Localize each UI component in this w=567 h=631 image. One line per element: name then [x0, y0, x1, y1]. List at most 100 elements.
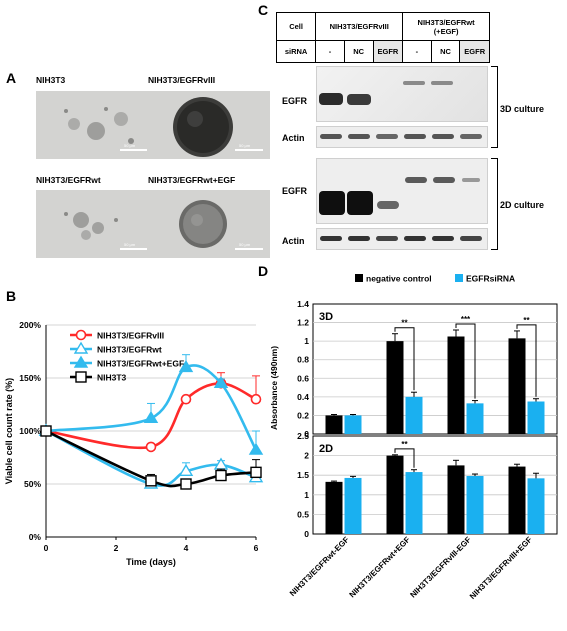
row-label-egfr-3d: EGFR [282, 96, 308, 106]
bar [466, 403, 484, 434]
bracket-2d [491, 158, 498, 250]
scale-bar-text: 50 μm [239, 242, 251, 247]
data-point [145, 475, 157, 487]
scale-bar [120, 248, 148, 250]
legend-label: NIH3T3/EGFRwt [97, 345, 162, 355]
scale-bar [120, 149, 148, 151]
lane-label: - [402, 40, 432, 63]
bar [405, 396, 423, 434]
scale-bar-text: 50 μm [124, 143, 136, 148]
data-point [178, 360, 194, 373]
data-point [75, 371, 87, 383]
y-tick-label: 1 [304, 490, 309, 500]
micrograph-nih3t3-cells [64, 107, 134, 144]
band [319, 191, 345, 215]
bar [447, 336, 465, 434]
header-cell-group2: NIH3T3/EGFRwt (+EGF) [402, 12, 490, 41]
micrograph-nih3t3: 50 μm [36, 91, 159, 159]
scale-bar-text: 50 μm [239, 143, 251, 148]
bar [386, 341, 404, 434]
header-cell-label: Cell [275, 12, 317, 41]
micrograph-egfrwt-egf: 50 μm [147, 190, 270, 258]
band [462, 178, 480, 182]
culture-label-2d: 2D culture [500, 200, 545, 210]
band [377, 201, 399, 209]
significance-label: ** [523, 316, 530, 325]
culture-label-3d: 3D culture [500, 104, 545, 114]
legend-entry: NIH3T3/EGFRwt+EGF [70, 355, 184, 369]
band [319, 93, 343, 105]
micrograph-egfrwt-cells [64, 212, 118, 240]
micrograph-egfrwt-egf-spheroid [179, 200, 227, 248]
subplot-frame [312, 435, 558, 535]
row-label-egfr-2d: EGFR [282, 186, 308, 196]
lane-label: - [315, 40, 345, 63]
panel-d-letter: D [258, 263, 269, 279]
micro-label-egfrwt-egf: NIH3T3/EGFRwt+EGF [148, 175, 236, 185]
subplot-label: 3D [319, 311, 333, 323]
lane-label: EGFR [372, 40, 404, 63]
blot-header-table: Cell NIH3T3/EGFRvIII NIH3T3/EGFRwt (+EGF… [275, 12, 490, 63]
x-tick-label: 0 [44, 543, 49, 553]
scale-bar-text: 50 μm [124, 242, 136, 247]
significance-label: ** [401, 440, 408, 449]
legend-swatch [355, 274, 363, 282]
y-tick-label: 2.5 [297, 431, 309, 441]
scale-bar [235, 248, 263, 250]
header-cell-group1: NIH3T3/EGFRvIII [315, 12, 404, 41]
significance-bracket [516, 324, 537, 397]
x-tick-label: 2 [114, 543, 119, 553]
bar [508, 338, 526, 434]
micro-label-egfrviii: NIH3T3/EGFRvIII [148, 75, 216, 85]
y-axis-label: Absorbance (490nm) [269, 346, 279, 430]
band [405, 177, 427, 183]
series-2 [38, 354, 264, 455]
data-point [250, 393, 262, 405]
band [404, 236, 426, 241]
bar [447, 465, 465, 534]
legend-entry: NIH3T3/EGFRwt [70, 341, 162, 355]
legend-label: NIH3T3/EGFRvIII [97, 331, 164, 341]
panel-c-letter: C [258, 2, 269, 18]
micrograph-egfrviii-spheroid [173, 97, 233, 157]
lane-label: NC [430, 40, 461, 63]
y-tick-label: 0.4 [297, 392, 309, 402]
band [376, 134, 398, 139]
y-tick-label: 150% [19, 373, 41, 383]
significance-label: *** [461, 315, 471, 324]
series-line [45, 381, 257, 450]
header-cell-group2-line2: (+EGF) [433, 26, 459, 36]
category-label: NIH3T3/EGFRvIII+EGF [468, 535, 534, 601]
blot-3d-egfr [316, 66, 488, 122]
data-point [178, 463, 194, 476]
viability-line-chart: 0% 50% 100% 150% 200% 0 2 4 6 Time (days) Viable c… [4, 320, 264, 567]
band [431, 81, 453, 85]
y-tick-label: 100% [19, 426, 41, 436]
band [348, 134, 370, 139]
category-label: NIH3T3/EGFRwt+EGF [348, 535, 412, 599]
band [347, 94, 371, 105]
band [320, 236, 342, 241]
band [348, 236, 370, 241]
band [432, 236, 454, 241]
y-tick-label: 0 [304, 429, 309, 439]
category-label: NIH3T3/EGFRvIII-EGF [408, 535, 473, 600]
subplot-frame [312, 303, 558, 435]
y-tick-label: 2 [304, 451, 309, 461]
y-tick-label: 1.4 [297, 299, 309, 309]
data-point [73, 355, 89, 368]
micrograph-egfrwt: 50 μm [36, 190, 159, 258]
bar [386, 455, 404, 534]
significance-bracket [394, 327, 415, 391]
bar [527, 401, 545, 434]
header-sirna-label: siRNA [275, 40, 317, 63]
scale-bar [235, 149, 263, 151]
blot-3d-actin [316, 126, 488, 148]
legend-entry: NIH3T3 [70, 371, 127, 383]
band [433, 177, 455, 183]
data-point [250, 466, 262, 479]
bracket-3d [491, 66, 498, 148]
bar [527, 478, 545, 534]
bar [344, 477, 362, 534]
bar [325, 415, 343, 434]
